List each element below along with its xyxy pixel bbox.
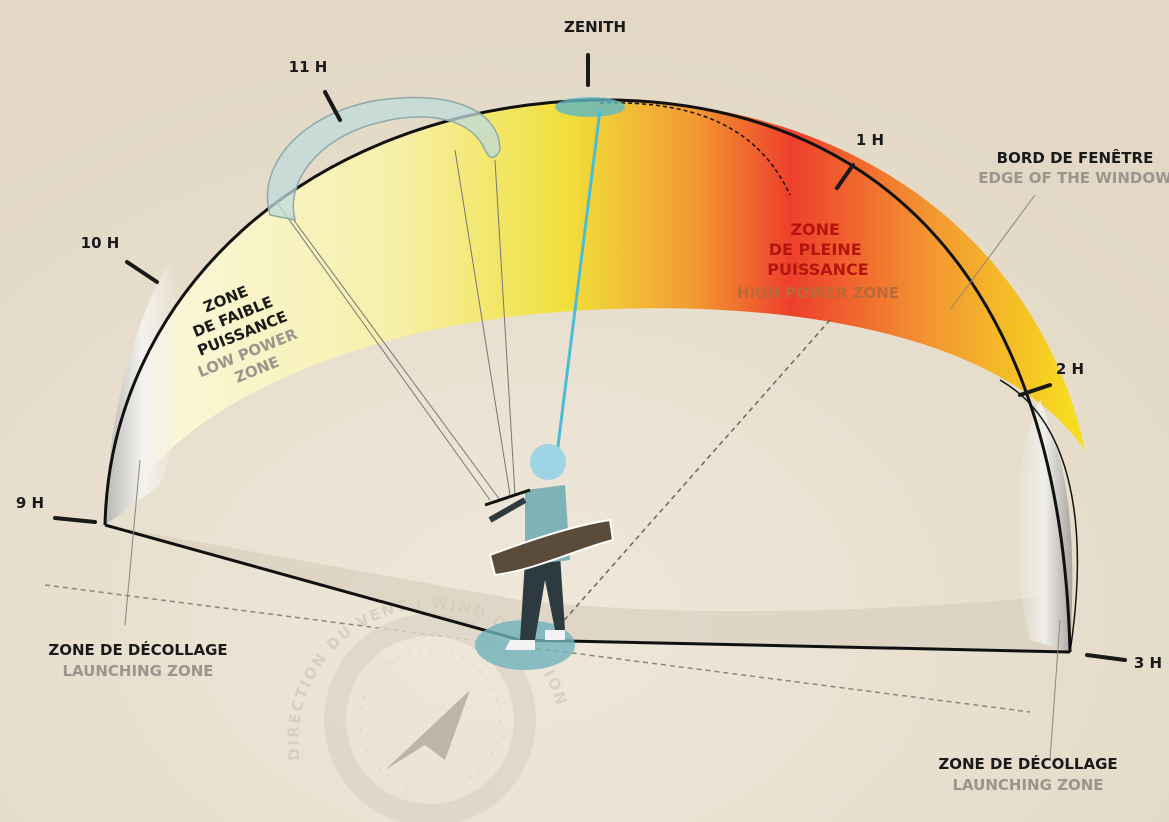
label-3h: 3 H	[1134, 654, 1162, 672]
line: PUISSANCE	[767, 260, 868, 279]
power-arc	[599, 102, 791, 196]
label-1h: 1 H	[856, 131, 884, 149]
high-power-subtitle: HIGH POWER ZONE	[737, 284, 899, 302]
label-10h: 10 H	[81, 234, 120, 252]
power-band	[105, 99, 1085, 525]
zenith-marker	[555, 97, 625, 117]
power-line	[559, 319, 831, 626]
right-wall	[1016, 400, 1073, 652]
launch-title: ZONE DE DÉCOLLAGE	[48, 640, 227, 659]
line: ZONE	[790, 220, 840, 239]
tick-11	[323, 90, 342, 122]
line: DE PLEINE	[769, 240, 862, 259]
tick-10	[125, 260, 159, 284]
edge-title: BORD DE FENÊTRE	[997, 148, 1154, 167]
rider	[484, 444, 615, 650]
left-wall	[105, 260, 179, 525]
zenith-label: ZENITH	[564, 18, 626, 36]
launch-subtitle: LAUNCHING ZONE	[62, 662, 213, 680]
label-11h: 11 H	[289, 58, 328, 76]
label-9h: 9 H	[16, 494, 44, 512]
tick-9	[53, 516, 97, 524]
tick-2	[1018, 383, 1052, 397]
high-power-title: ZONE DE PLEINE PUISSANCE	[767, 220, 868, 279]
launch-leader-left	[124, 459, 141, 626]
kite	[266, 96, 516, 501]
tick-3	[1085, 653, 1127, 662]
side-arch	[999, 379, 1079, 653]
launch-subtitle: LAUNCHING ZONE	[952, 776, 1103, 794]
edge-leader	[949, 194, 1036, 311]
floor-shadow	[105, 525, 1070, 652]
edge-subtitle: EDGE OF THE WINDOW	[978, 169, 1169, 187]
label-2h: 2 H	[1056, 360, 1084, 378]
tick-1	[835, 163, 855, 190]
launch-title: ZONE DE DÉCOLLAGE	[938, 754, 1117, 773]
zenith-line	[553, 109, 602, 471]
launch-leader-right	[1049, 619, 1061, 761]
